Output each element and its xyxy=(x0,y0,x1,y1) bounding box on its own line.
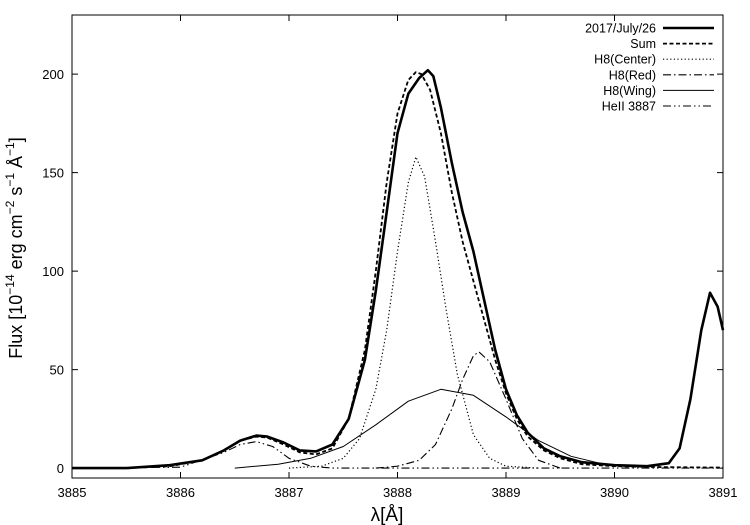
y-axis-title-prefix: Flux [10 xyxy=(6,295,26,359)
series-line-4 xyxy=(234,388,637,469)
axis-tick-labels: 3885 3886 3887 3888 3889 3890 3891 0 50 100 150 200 xyxy=(42,67,737,500)
y-axis-title: Flux [10−14 erg cm−2 s−1 Å−1] xyxy=(3,137,26,359)
x-axis-title: λ[Å] xyxy=(371,505,404,525)
series-layer xyxy=(71,68,725,470)
y-axis-title-mid2: s xyxy=(6,187,26,201)
x-tick-label-3: 3888 xyxy=(383,485,412,500)
legend-label-0: 2017/July/26 xyxy=(585,22,656,36)
series-line-5 xyxy=(71,441,723,469)
y-axis-title-exp3: −1 xyxy=(3,173,17,187)
legend-label-5: HeII 3887 xyxy=(602,100,656,114)
series-line-3 xyxy=(375,351,561,469)
legend-label-4: H8(Wing) xyxy=(603,84,656,98)
x-tick-label-4: 3889 xyxy=(492,485,521,500)
x-tick-label-1: 3886 xyxy=(166,485,195,500)
legend-label-3: H8(Red) xyxy=(609,68,656,82)
y-tick-label-3: 150 xyxy=(42,166,64,181)
x-tick-label-2: 3887 xyxy=(275,485,304,500)
x-tick-label-6: 3891 xyxy=(709,485,738,500)
y-tick-label-4: 200 xyxy=(42,67,64,82)
legend-label-1: Sum xyxy=(630,37,656,51)
y-axis-title-exp2: −2 xyxy=(3,200,17,214)
y-tick-label-1: 50 xyxy=(50,363,64,378)
y-axis-title-mid1: erg cm xyxy=(6,214,26,274)
series-line-0 xyxy=(72,68,725,470)
axis-ticks xyxy=(71,15,724,478)
legend-label-2: H8(Center) xyxy=(594,53,656,67)
y-tick-label-0: 0 xyxy=(57,461,64,476)
y-axis-title-mid3: Å xyxy=(6,156,26,173)
y-axis-title-suffix: ] xyxy=(6,137,26,142)
x-tick-label-0: 3885 xyxy=(58,485,87,500)
series-line-1 xyxy=(72,71,724,470)
y-axis-title-exp4: −1 xyxy=(3,142,17,156)
series-line-2 xyxy=(288,156,539,469)
y-axis-title-exp1: −14 xyxy=(3,274,17,295)
y-tick-label-2: 100 xyxy=(42,264,64,279)
x-tick-label-5: 3890 xyxy=(600,485,629,500)
